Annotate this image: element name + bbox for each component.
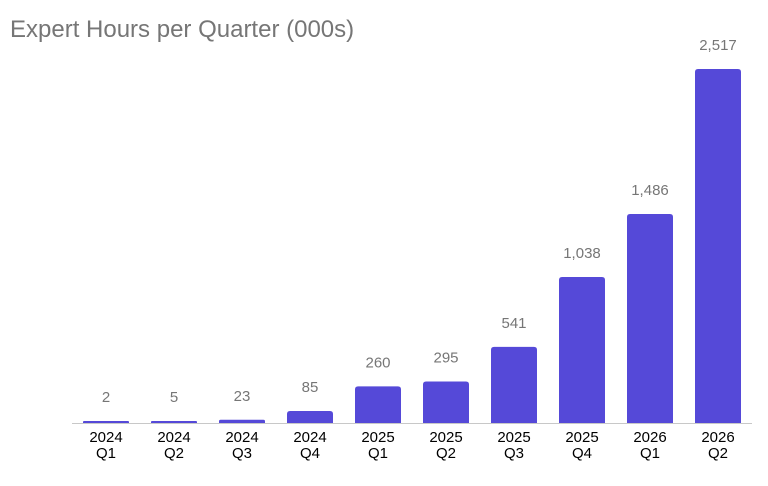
- tick-year: 2025: [429, 429, 462, 446]
- bar-2025-q1: [355, 386, 401, 423]
- value-label: 541: [501, 315, 526, 332]
- tick-year: 2025: [497, 429, 530, 446]
- tick-quarter: Q1: [96, 445, 116, 462]
- bar-2026-q2: [695, 69, 741, 423]
- x-tick-label: 2025 Q2: [429, 429, 462, 462]
- x-tick-label: 2026 Q1: [633, 429, 666, 462]
- x-tick-label: 2024 Q3: [225, 429, 258, 462]
- value-label: 23: [234, 388, 251, 405]
- tick-quarter: Q4: [572, 445, 592, 462]
- tick-quarter: Q2: [708, 445, 728, 462]
- bar-2024-q4: [287, 411, 333, 423]
- value-label: 1,486: [631, 182, 669, 199]
- bar-2024-q2: [151, 421, 197, 423]
- x-tick-label: 2024 Q2: [157, 429, 190, 462]
- x-tick-label: 2025 Q1: [361, 429, 394, 462]
- tick-year: 2026: [633, 429, 666, 446]
- bar-2025-q2: [423, 382, 469, 423]
- value-label: 260: [365, 354, 390, 371]
- x-tick-label: 2024 Q4: [293, 429, 326, 462]
- x-tick-label: 2025 Q4: [565, 429, 598, 462]
- tick-year: 2024: [89, 429, 122, 446]
- bar-2025-q3: [491, 347, 537, 423]
- bar-2024-q3: [219, 420, 265, 423]
- tick-quarter: Q3: [504, 445, 524, 462]
- tick-quarter: Q3: [232, 445, 252, 462]
- x-tick-label: 2024 Q1: [89, 429, 122, 462]
- bars-group: [83, 69, 741, 423]
- x-tick-label: 2025 Q3: [497, 429, 530, 462]
- tick-year: 2026: [701, 429, 734, 446]
- tick-quarter: Q1: [368, 445, 388, 462]
- bar-2024-q1: [83, 421, 129, 423]
- tick-quarter: Q4: [300, 445, 320, 462]
- x-tick-label: 2026 Q2: [701, 429, 734, 462]
- value-label: 2: [102, 389, 110, 406]
- tick-quarter: Q2: [164, 445, 184, 462]
- tick-year: 2024: [225, 429, 258, 446]
- bar-2025-q4: [559, 277, 605, 423]
- value-label: 1,038: [563, 245, 601, 262]
- value-label: 295: [433, 350, 458, 367]
- value-label: 2,517: [699, 37, 737, 54]
- tick-year: 2024: [157, 429, 190, 446]
- bar-2026-q1: [627, 214, 673, 423]
- tick-quarter: Q1: [640, 445, 660, 462]
- value-label: 85: [302, 379, 319, 396]
- tick-year: 2024: [293, 429, 326, 446]
- tick-year: 2025: [565, 429, 598, 446]
- value-label: 5: [170, 389, 178, 406]
- tick-year: 2025: [361, 429, 394, 446]
- tick-quarter: Q2: [436, 445, 456, 462]
